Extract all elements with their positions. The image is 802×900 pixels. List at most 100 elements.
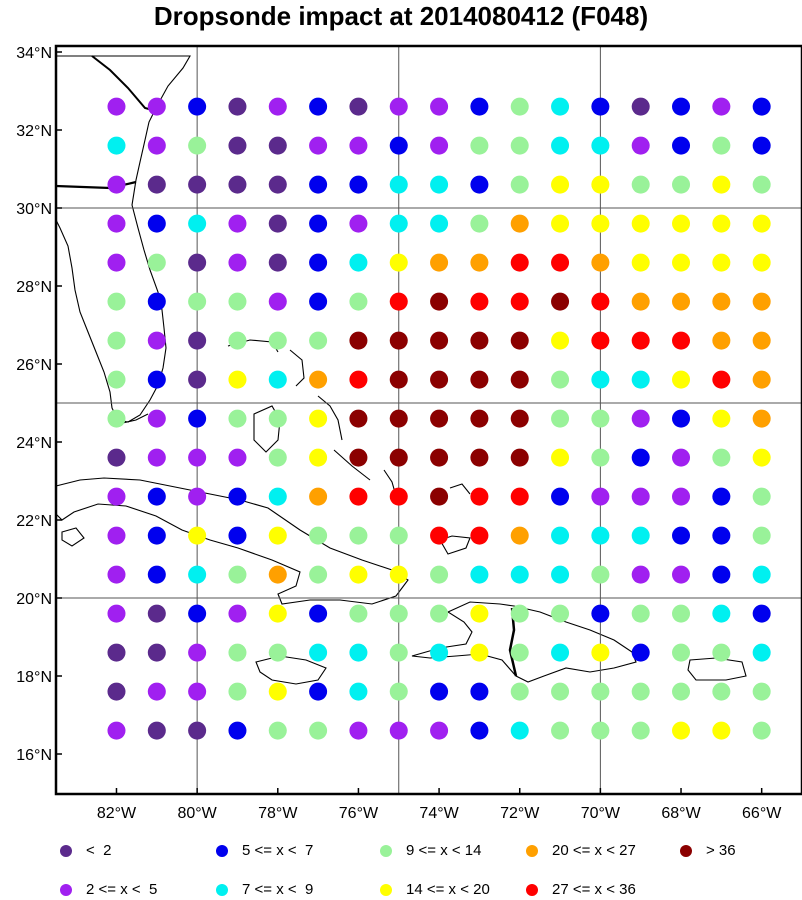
impact-point [672, 487, 691, 506]
impact-point [389, 370, 408, 389]
impact-point [430, 604, 449, 623]
impact-point [349, 448, 368, 467]
map-title: Dropsonde impact at 2014080412 (F048) [153, 1, 649, 31]
impact-point [470, 175, 489, 194]
lon-tick-label: 66°W [742, 805, 782, 822]
impact-point [752, 175, 771, 194]
impact-point [107, 292, 126, 311]
impact-point [389, 526, 408, 545]
impact-point [349, 292, 368, 311]
impact-point [268, 292, 287, 311]
impact-point [712, 175, 731, 194]
impact-point [268, 97, 287, 116]
puerto-rico-coast [687, 657, 747, 681]
impact-point [309, 214, 328, 233]
legend-swatch [60, 884, 72, 897]
impact-point [268, 448, 287, 467]
impact-point [228, 253, 247, 272]
impact-point [147, 409, 166, 428]
impact-point [551, 448, 570, 467]
impact-point [188, 448, 207, 467]
impact-point [752, 409, 771, 428]
impact-point [309, 136, 328, 155]
impact-point [309, 370, 328, 389]
lat-tick-label: 24°N [16, 435, 52, 452]
impact-point [349, 721, 368, 740]
impact-point [228, 214, 247, 233]
impact-point [268, 175, 287, 194]
impact-point [107, 565, 126, 584]
impact-point [752, 565, 771, 584]
lat-tick-label: 16°N [16, 747, 52, 764]
impact-point [510, 370, 529, 389]
impact-point [591, 331, 610, 350]
impact-point [631, 292, 650, 311]
impact-point [631, 253, 650, 272]
impact-point [309, 292, 328, 311]
impact-point [309, 682, 328, 701]
impact-point [228, 448, 247, 467]
impact-point [228, 175, 247, 194]
impact-point [510, 526, 529, 545]
bahamas-inagua [439, 535, 471, 555]
impact-point [430, 565, 449, 584]
impact-point [672, 526, 691, 545]
impact-point [147, 175, 166, 194]
impact-point [712, 682, 731, 701]
legend-swatch [380, 884, 392, 897]
lon-tick-label: 68°W [661, 805, 701, 822]
impact-point [188, 175, 207, 194]
impact-point [510, 214, 529, 233]
impact-point [147, 253, 166, 272]
impact-point [349, 370, 368, 389]
jamaica-coast [255, 655, 327, 685]
impact-point [107, 97, 126, 116]
impact-point [349, 136, 368, 155]
impact-point [389, 682, 408, 701]
legend-label: < 2 [86, 842, 112, 859]
impact-point [389, 292, 408, 311]
impact-point [551, 721, 570, 740]
legend-label: > 36 [706, 842, 736, 859]
impact-point [147, 526, 166, 545]
impact-point [268, 253, 287, 272]
impact-point [631, 97, 650, 116]
impact-point [712, 448, 731, 467]
impact-point [591, 487, 610, 506]
impact-dots [107, 97, 771, 740]
legend-item: > 36 [680, 842, 736, 860]
impact-point [551, 604, 570, 623]
impact-point [389, 253, 408, 272]
impact-point [107, 175, 126, 194]
impact-point [712, 214, 731, 233]
longitude-ticks: 82°W 80°W 78°W 76°W 74°W 72°W 70°W 68°W 66°W [97, 788, 782, 822]
impact-point [107, 604, 126, 623]
impact-point [510, 409, 529, 428]
lat-tick-label: 18°N [16, 669, 52, 686]
impact-point [752, 370, 771, 389]
impact-point [309, 409, 328, 428]
impact-point [188, 565, 207, 584]
impact-point [228, 721, 247, 740]
impact-point [430, 526, 449, 545]
impact-point [672, 604, 691, 623]
impact-point [228, 643, 247, 662]
impact-point [389, 409, 408, 428]
impact-point [672, 682, 691, 701]
impact-point [147, 682, 166, 701]
latitude-ticks: 34°N 32°N 30°N 28°N 26°N 24°N 22°N 20°N 18°N 16°N [16, 45, 62, 764]
impact-point [551, 487, 570, 506]
impact-point [228, 682, 247, 701]
impact-point [712, 409, 731, 428]
lon-tick-label: 74°W [419, 805, 459, 822]
impact-point [752, 292, 771, 311]
impact-point [712, 331, 731, 350]
legend-item: 7 <= x < 9 [216, 881, 313, 899]
impact-point [752, 136, 771, 155]
impact-point [510, 604, 529, 623]
impact-point [107, 526, 126, 545]
lon-tick-label: 80°W [177, 805, 217, 822]
impact-point [309, 565, 328, 584]
impact-point [147, 97, 166, 116]
impact-point [712, 136, 731, 155]
